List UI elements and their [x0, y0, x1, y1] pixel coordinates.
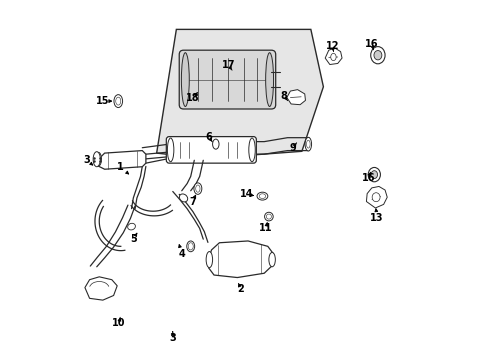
Ellipse shape	[370, 46, 384, 64]
Ellipse shape	[257, 192, 267, 200]
Ellipse shape	[373, 50, 381, 60]
Ellipse shape	[181, 53, 189, 107]
Polygon shape	[85, 277, 117, 300]
Polygon shape	[156, 30, 323, 158]
Text: 1: 1	[117, 162, 124, 172]
Text: 13: 13	[370, 213, 383, 222]
Polygon shape	[208, 241, 273, 278]
Ellipse shape	[264, 212, 273, 221]
Ellipse shape	[93, 152, 100, 167]
Ellipse shape	[367, 167, 380, 182]
Polygon shape	[325, 48, 341, 64]
Ellipse shape	[248, 138, 255, 162]
Text: 9: 9	[289, 143, 296, 153]
Text: 2: 2	[237, 284, 244, 294]
Ellipse shape	[186, 241, 194, 252]
Ellipse shape	[371, 193, 379, 202]
Text: 14: 14	[239, 189, 252, 199]
Polygon shape	[97, 150, 145, 169]
Ellipse shape	[96, 152, 101, 166]
Ellipse shape	[265, 53, 273, 107]
Ellipse shape	[305, 137, 311, 151]
Text: 8: 8	[280, 91, 287, 101]
Text: 6: 6	[205, 132, 212, 142]
Ellipse shape	[127, 223, 135, 230]
Polygon shape	[286, 90, 305, 105]
Text: 3: 3	[83, 155, 90, 165]
Text: 16: 16	[361, 173, 374, 183]
Text: 3: 3	[169, 333, 176, 343]
Text: 7: 7	[189, 197, 196, 207]
Ellipse shape	[330, 53, 335, 60]
Ellipse shape	[114, 95, 122, 108]
Ellipse shape	[167, 138, 174, 162]
FancyBboxPatch shape	[179, 50, 275, 109]
Text: 4: 4	[178, 248, 185, 258]
Text: 16: 16	[365, 39, 378, 49]
Ellipse shape	[206, 252, 212, 268]
Text: 11: 11	[259, 224, 272, 233]
Text: 17: 17	[221, 60, 235, 70]
Text: 12: 12	[325, 41, 338, 50]
Ellipse shape	[212, 139, 219, 149]
Text: 15: 15	[96, 96, 109, 106]
Ellipse shape	[268, 252, 275, 267]
Ellipse shape	[194, 183, 202, 194]
Polygon shape	[366, 186, 386, 208]
Ellipse shape	[179, 194, 187, 202]
Text: 5: 5	[130, 234, 137, 244]
Ellipse shape	[370, 171, 377, 179]
FancyBboxPatch shape	[166, 136, 256, 163]
Text: 10: 10	[112, 319, 125, 328]
Text: 18: 18	[185, 93, 199, 103]
